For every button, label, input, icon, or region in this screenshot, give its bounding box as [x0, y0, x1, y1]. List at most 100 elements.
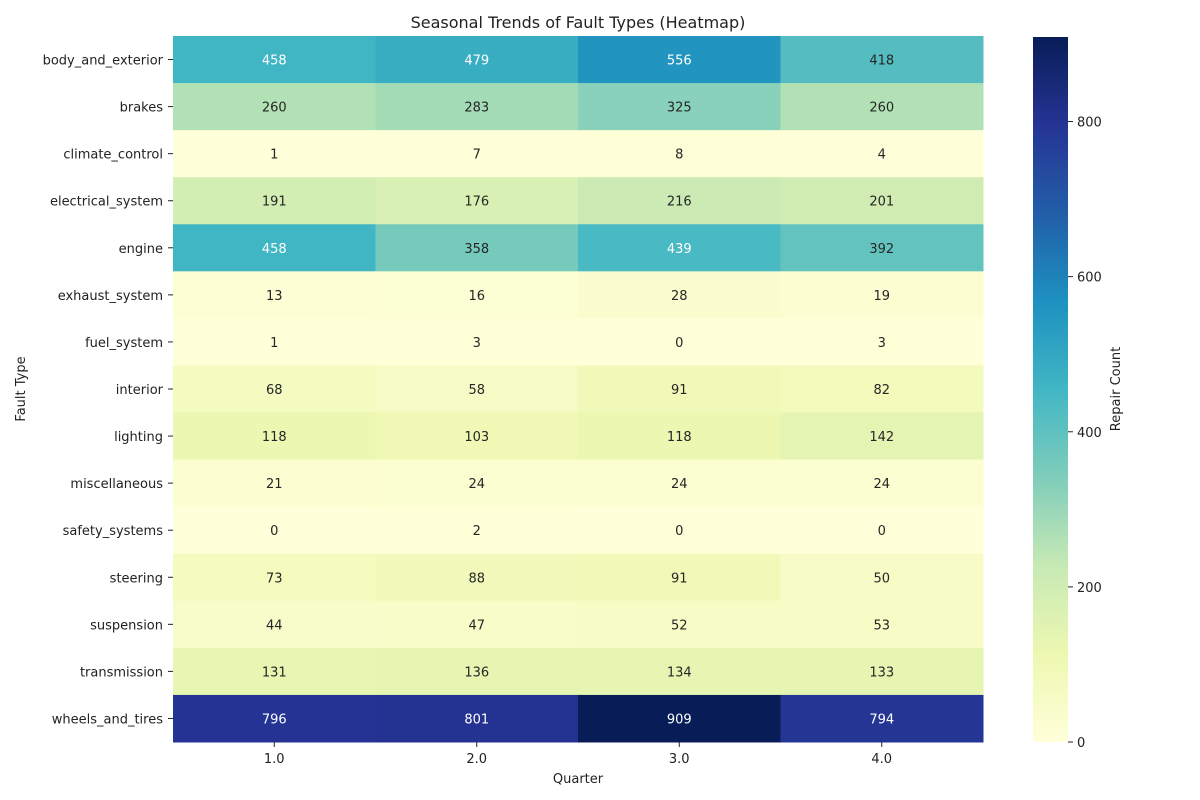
- heatmap-cell: [780, 600, 984, 649]
- heatmap-cell: [578, 365, 781, 414]
- heatmap-cell: [780, 36, 984, 84]
- cell-value-label: 50: [873, 571, 890, 586]
- heatmap-cell: [578, 694, 781, 743]
- heatmap-cell: [173, 365, 376, 414]
- x-axis: 1.0 2.0 3.0 4.0: [264, 742, 892, 767]
- x-tick-label: 3.0: [669, 752, 690, 767]
- cell-value-label: 91: [671, 383, 688, 398]
- x-tick-label: 4.0: [871, 752, 892, 767]
- cell-value-label: 133: [869, 665, 894, 680]
- x-tick-label: 2.0: [466, 752, 487, 767]
- heatmap-cell: [173, 36, 376, 84]
- cell-value-label: 21: [266, 477, 283, 492]
- heatmap-cell: [578, 647, 781, 696]
- cell-value-label: 418: [869, 54, 894, 69]
- heatmap-cell: [173, 318, 376, 366]
- cell-value-label: 131: [262, 665, 287, 680]
- y-tick-label: transmission: [80, 665, 163, 680]
- cell-value-label: 479: [464, 54, 489, 69]
- cell-value-label: 103: [464, 430, 489, 445]
- y-tick-label: exhaust_system: [58, 289, 163, 304]
- heatmap-cell: [780, 412, 984, 461]
- heatmap-cell: [780, 318, 984, 366]
- cell-value-label: 439: [667, 242, 692, 257]
- heatmap-cell: [375, 412, 579, 461]
- colorbar-tick-label: 0: [1077, 736, 1085, 751]
- heatmap-cell: [375, 553, 579, 602]
- heatmap-cell: [578, 506, 781, 555]
- cell-value-label: 7: [473, 148, 481, 163]
- heatmap-cell: [173, 224, 376, 272]
- cell-value-label: 73: [266, 571, 283, 586]
- y-axis-label: Fault Type: [14, 356, 29, 421]
- heatmap-cell: [375, 647, 579, 696]
- y-tick-label: engine: [119, 242, 163, 257]
- y-tick-label: miscellaneous: [70, 477, 163, 492]
- heatmap-cell: [780, 177, 984, 225]
- cell-value-label: 392: [869, 242, 894, 257]
- heatmap-cell: [780, 647, 984, 696]
- cell-value-label: 325: [667, 101, 692, 116]
- cell-value-label: 216: [667, 195, 692, 210]
- heatmap-cell: [375, 224, 579, 272]
- cell-value-label: 44: [266, 618, 283, 633]
- heatmap-cell: [375, 318, 579, 366]
- cell-value-label: 16: [468, 289, 485, 304]
- heatmap-cell: [578, 36, 781, 84]
- heatmap-cell: [780, 694, 984, 743]
- x-axis-label: Quarter: [553, 772, 604, 787]
- heatmap-cell: [780, 506, 984, 555]
- heatmap-cell: [780, 224, 984, 272]
- cell-value-label: 0: [675, 524, 683, 539]
- cell-value-label: 909: [667, 712, 692, 727]
- y-tick-label: safety_systems: [63, 524, 164, 539]
- heatmap-cell: [578, 412, 781, 461]
- cell-value-label: 794: [869, 712, 894, 727]
- cell-value-label: 24: [468, 477, 485, 492]
- heatmap-cell: [375, 459, 579, 508]
- heatmap-cell: [375, 36, 579, 84]
- cell-value-label: 801: [464, 712, 489, 727]
- heatmap-cell: [173, 506, 376, 555]
- heatmap-cell: [780, 271, 984, 319]
- heatmap-cell: [375, 365, 579, 414]
- colorbar-tick-label: 400: [1077, 426, 1102, 441]
- heatmap-cell: [578, 271, 781, 319]
- heatmap-cell: [375, 177, 579, 225]
- cell-value-label: 142: [869, 430, 894, 445]
- heatmap-cell: [578, 130, 781, 178]
- cell-value-label: 88: [468, 571, 485, 586]
- cell-value-label: 68: [266, 383, 283, 398]
- y-tick-label: electrical_system: [50, 195, 163, 210]
- y-tick-label: wheels_and_tires: [52, 712, 163, 727]
- heatmap-cell: [173, 459, 376, 508]
- cell-value-label: 13: [266, 289, 283, 304]
- cell-value-label: 0: [675, 336, 683, 351]
- cell-value-label: 47: [468, 618, 485, 633]
- colorbar-tick-label: 600: [1077, 271, 1102, 286]
- cell-value-label: 118: [667, 430, 692, 445]
- heatmap-cell: [780, 130, 984, 178]
- chart-title: Seasonal Trends of Fault Types (Heatmap): [411, 13, 746, 32]
- cell-value-label: 3: [878, 336, 886, 351]
- heatmap-cell: [780, 459, 984, 508]
- heatmap-cell: [173, 83, 376, 131]
- heatmap-cell: [780, 83, 984, 131]
- cell-value-label: 191: [262, 195, 287, 210]
- cell-value-label: 52: [671, 618, 688, 633]
- cell-value-label: 458: [262, 54, 287, 69]
- cell-value-label: 3: [473, 336, 481, 351]
- y-tick-label: fuel_system: [85, 336, 163, 351]
- cell-value-label: 8: [675, 148, 683, 163]
- cell-value-label: 19: [873, 289, 890, 304]
- heatmap-cell: [173, 412, 376, 461]
- heatmap-cell: [173, 600, 376, 649]
- cell-value-label: 260: [262, 101, 287, 116]
- y-tick-label: climate_control: [63, 148, 163, 163]
- heatmap-cell: [578, 318, 781, 366]
- heatmap-cell: [578, 459, 781, 508]
- cell-value-label: 358: [464, 242, 489, 257]
